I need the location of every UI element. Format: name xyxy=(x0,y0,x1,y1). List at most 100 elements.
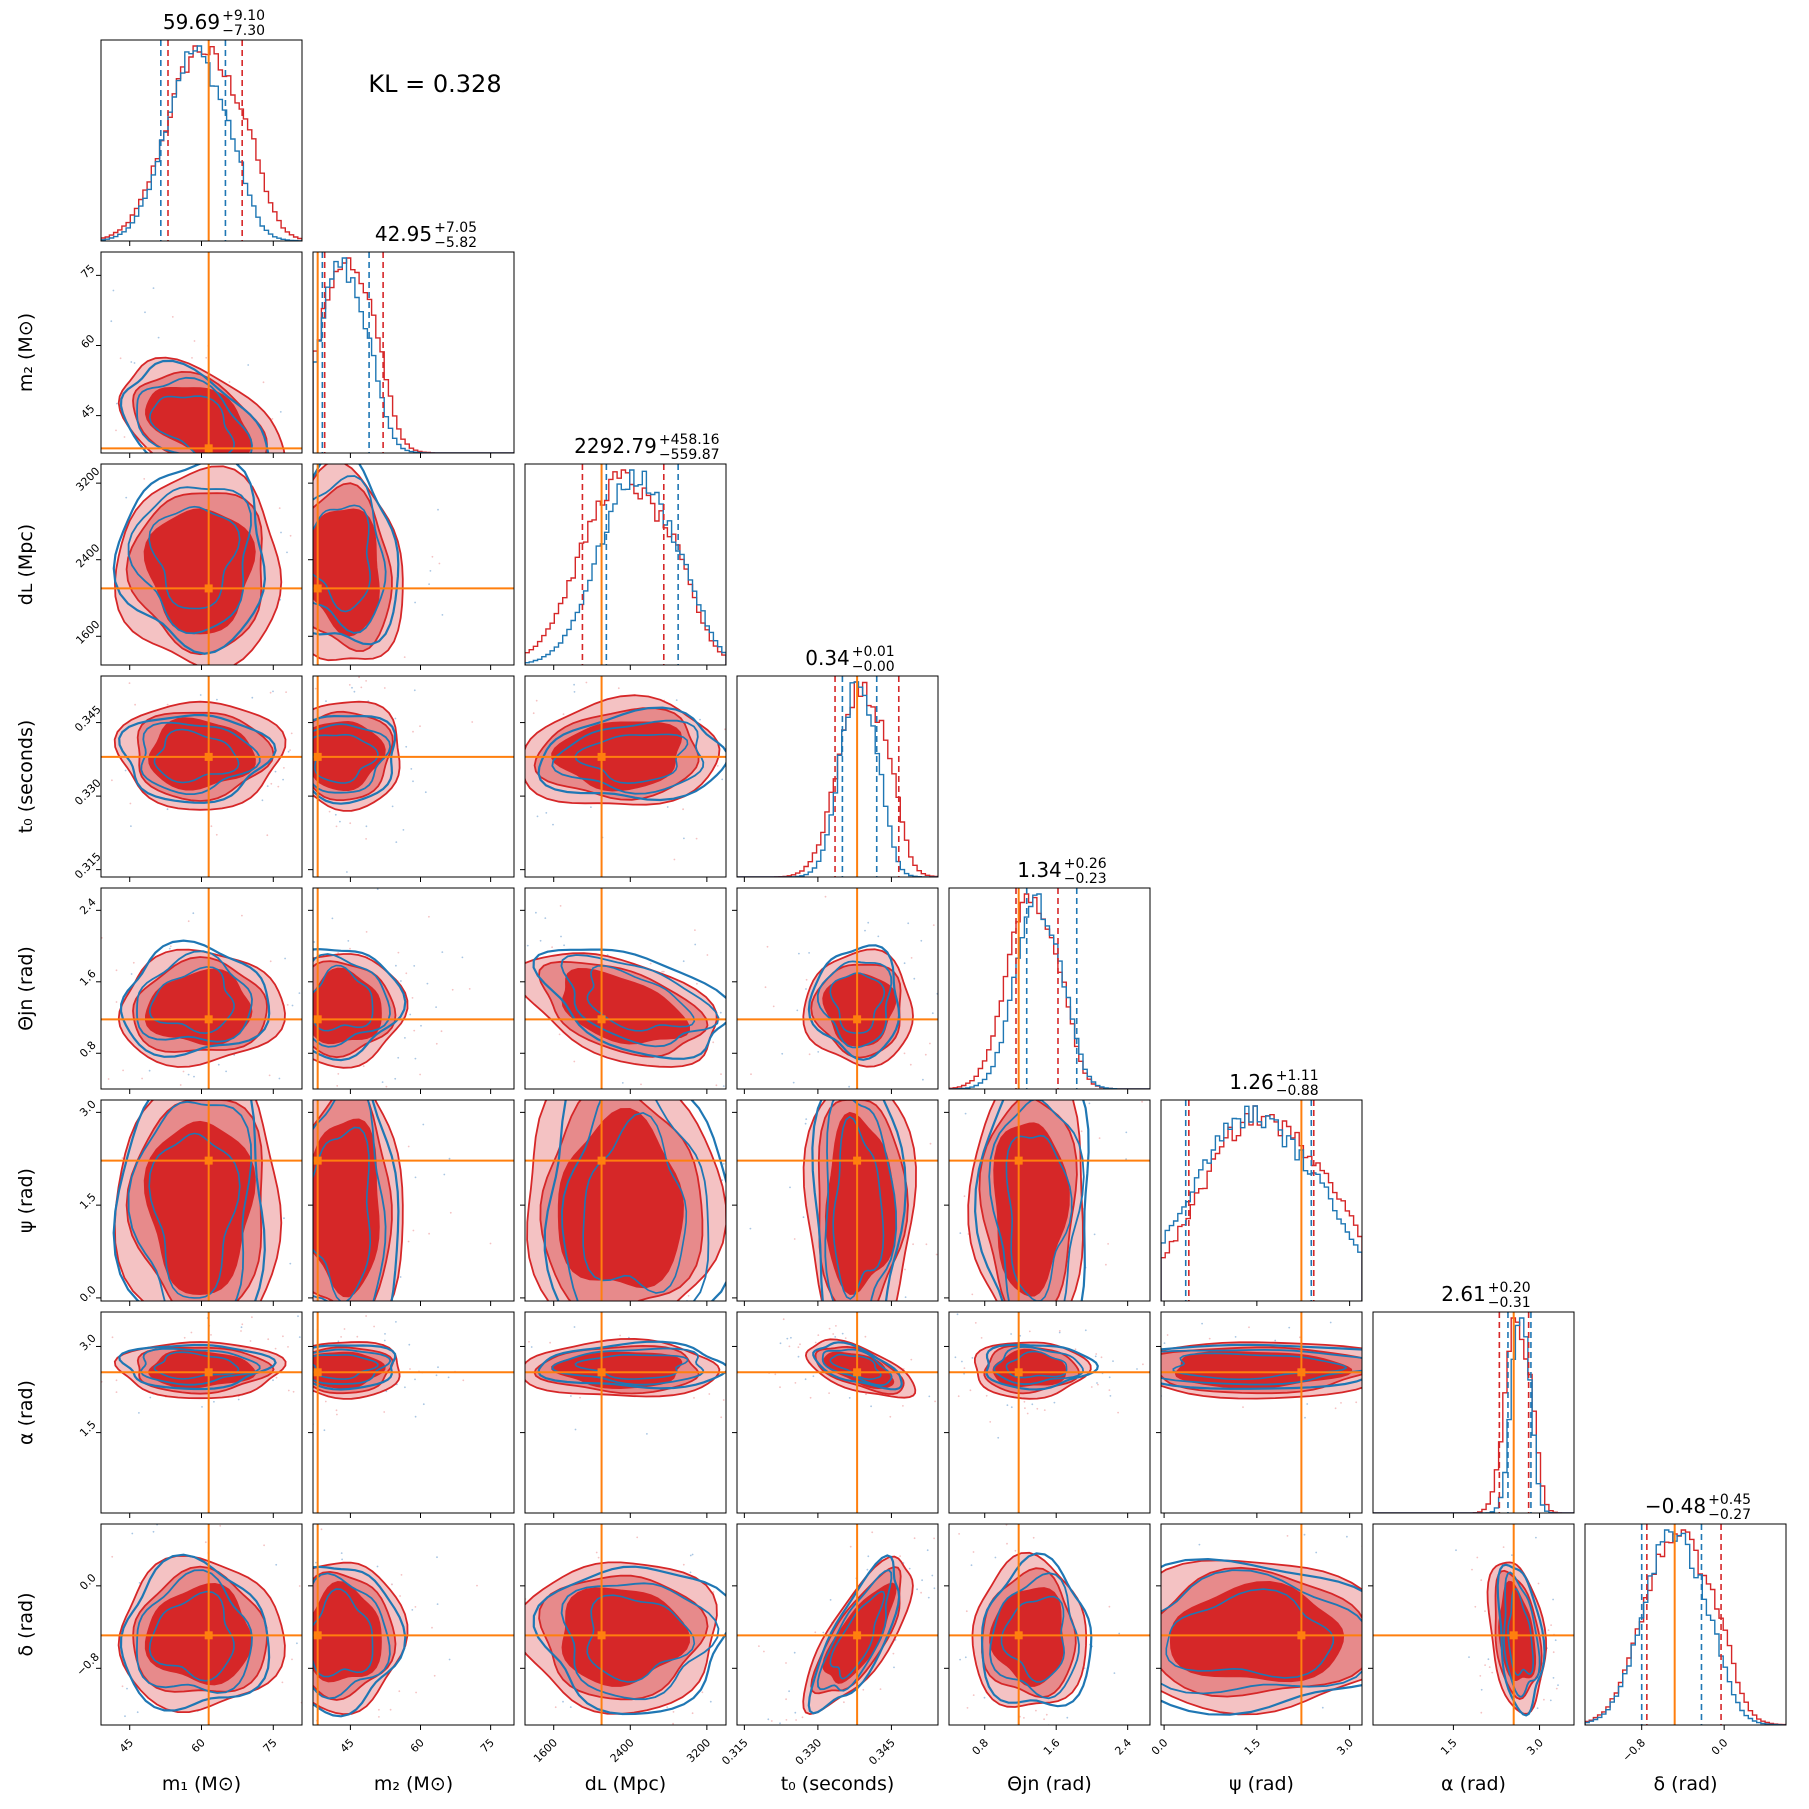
panel-content xyxy=(1585,1524,1786,1725)
scatter-point xyxy=(365,1315,367,1317)
panel-content xyxy=(1373,1524,1574,1725)
scatter-point xyxy=(562,713,565,716)
contour-blue-inner xyxy=(148,1132,241,1299)
scatter-point xyxy=(909,1063,912,1066)
scatter-point xyxy=(535,699,538,702)
scatter-point xyxy=(558,1033,561,1036)
truth-marker xyxy=(1297,1368,1306,1377)
scatter-point xyxy=(1010,1333,1012,1335)
contour-blue-mid xyxy=(313,475,387,634)
contour-blue-inner xyxy=(829,1353,882,1381)
scatter-point xyxy=(241,914,243,917)
scatter-point xyxy=(530,1346,533,1348)
scatter-point xyxy=(750,1073,752,1076)
scatter-point xyxy=(797,1355,800,1358)
scatter-point xyxy=(289,534,292,537)
scatter-point xyxy=(1058,1331,1061,1334)
panel-dL-dL: 2292.79 +458.16−559.87 xyxy=(524,432,727,670)
scatter-point xyxy=(1045,1713,1048,1716)
scatter-point xyxy=(673,858,676,861)
panel-title-plus: +7.05 xyxy=(434,220,477,236)
panel-psi-psi: 1.26 +1.11−0.88 xyxy=(1160,1068,1363,1306)
scatter-point xyxy=(384,1333,386,1335)
scatter-point xyxy=(1248,1326,1250,1329)
scatter-point xyxy=(848,1085,850,1088)
scatter-point xyxy=(390,1583,393,1586)
panel-title-minus: −559.87 xyxy=(659,447,720,463)
scatter-point xyxy=(562,1700,564,1703)
scatter-point xyxy=(770,1720,773,1722)
panel-alpha-m2 xyxy=(308,1311,515,1518)
scatter-point xyxy=(148,1069,151,1072)
contour-blue-outer xyxy=(537,706,726,802)
panel-title-theta_jn: 1.34 xyxy=(1017,858,1062,882)
scatter-point xyxy=(971,1293,974,1296)
contour-blue-outer xyxy=(985,1343,1099,1391)
contour-blue-inner xyxy=(1507,1588,1535,1676)
contour-blue-outer xyxy=(1161,1343,1362,1390)
contour-blue-outer xyxy=(807,944,901,1061)
scatter-point xyxy=(661,970,664,973)
scatter-point xyxy=(903,1052,906,1055)
contour-blue-outer xyxy=(980,1552,1093,1708)
scatter-point xyxy=(1455,1549,1457,1552)
panel-content xyxy=(737,888,938,1089)
scatter-point xyxy=(824,895,827,898)
scatter-point xyxy=(115,1001,118,1003)
scatter-point xyxy=(1024,1407,1026,1409)
scatter-point xyxy=(913,977,916,980)
scatter-point xyxy=(403,656,406,658)
scatter-point xyxy=(192,912,195,915)
panel-title-dL: 2292.79 xyxy=(574,434,657,458)
contour-blue-inner xyxy=(586,1594,696,1683)
scatter-point xyxy=(205,356,208,359)
panel-title-minus: −7.30 xyxy=(222,23,265,39)
panel-content xyxy=(525,1100,726,1301)
contour-blue-outer xyxy=(807,1554,901,1715)
scatter-point xyxy=(270,782,273,785)
scatter-point xyxy=(435,1042,438,1045)
contour-blue-inner xyxy=(313,964,374,1032)
contour-blue-inner xyxy=(148,966,235,1035)
scatter-point xyxy=(997,1436,1000,1439)
contour-red-inner xyxy=(143,1120,256,1295)
scatter-point xyxy=(383,687,386,689)
scatter-point xyxy=(922,1078,924,1081)
scatter-point xyxy=(343,1328,346,1330)
scatter-point xyxy=(267,1338,270,1341)
x-axis-label-alpha: α (rad) xyxy=(1441,1773,1506,1795)
contour-blue-mid xyxy=(988,1100,1085,1301)
scatter-point xyxy=(409,1013,412,1016)
scatter-point xyxy=(331,917,334,920)
scatter-point xyxy=(573,683,575,686)
scatter-point xyxy=(779,1386,781,1389)
contour-blue-mid xyxy=(816,960,893,1049)
scatter-point xyxy=(125,496,128,499)
panel-title-minus: −5.82 xyxy=(434,235,477,251)
scatter-point xyxy=(237,1398,240,1401)
scatter-point xyxy=(291,1658,293,1661)
scatter-point xyxy=(335,825,338,828)
scatter-point xyxy=(552,823,554,826)
panel-t0-m2 xyxy=(308,675,515,882)
scatter-point xyxy=(489,1242,492,1245)
histogram-blue xyxy=(1161,1105,1362,1301)
x-axis-label-dL: dʟ (Mpc) xyxy=(585,1773,666,1795)
truth-marker xyxy=(313,1156,322,1165)
scatter-point xyxy=(935,1253,938,1256)
scatter-point xyxy=(435,1006,437,1008)
contour-blue-outer xyxy=(543,1100,726,1301)
truth-marker xyxy=(204,1015,213,1024)
panel-frame xyxy=(312,251,515,454)
scatter-point xyxy=(1090,1386,1093,1388)
scatter-point xyxy=(412,730,414,733)
scatter-point xyxy=(1023,1717,1025,1719)
scatter-point xyxy=(1108,1376,1111,1379)
scatter-point xyxy=(204,1541,207,1544)
scatter-point xyxy=(985,1394,988,1397)
scatter-point xyxy=(1031,1403,1034,1406)
contour-blue-outer xyxy=(537,1340,726,1390)
panel-psi-dL xyxy=(520,1099,727,1306)
truth-marker xyxy=(1014,1368,1023,1377)
